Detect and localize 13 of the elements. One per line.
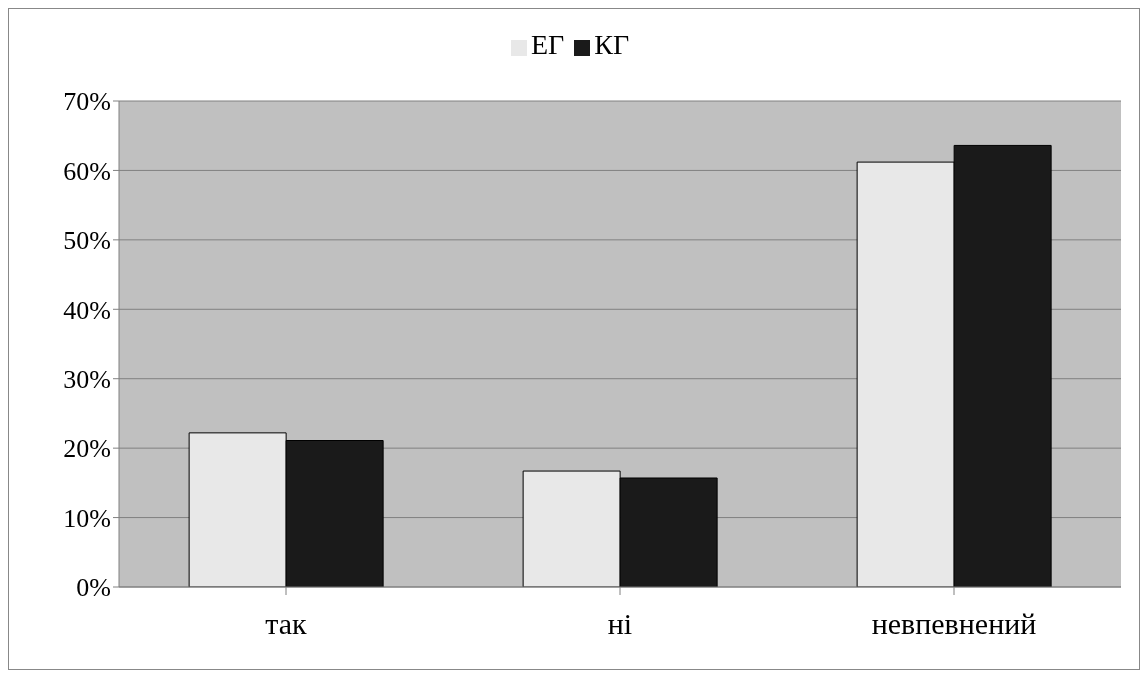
x-tick-label: так: [265, 607, 308, 641]
y-tick-label: 0%: [76, 573, 111, 603]
y-tick-label: 10%: [63, 503, 111, 533]
x-tick-label: ні: [607, 607, 633, 641]
legend-label: ЕГ: [530, 29, 565, 60]
y-tick-label: 20%: [63, 434, 111, 464]
y-tick-label: 50%: [63, 226, 111, 256]
x-tick-label: невпевнений: [871, 607, 1037, 641]
y-tick-label: 60%: [63, 156, 111, 186]
y-tick-label: 30%: [63, 364, 111, 394]
legend-label: КГ: [594, 29, 630, 60]
y-tick-label: 40%: [63, 295, 111, 325]
y-tick-label: 70%: [63, 87, 111, 117]
